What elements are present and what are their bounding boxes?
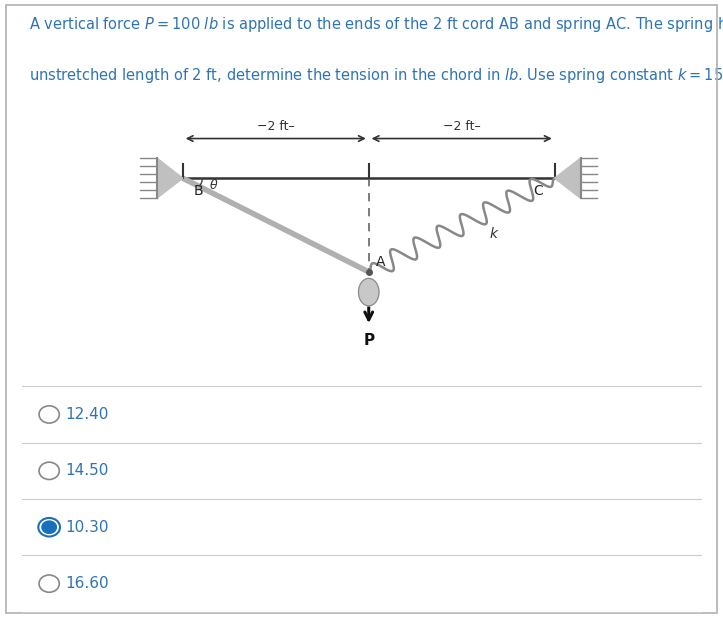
Text: unstretched length of 2 ft, determine the tension in the chord in $lb$. Use spri: unstretched length of 2 ft, determine th… <box>29 64 723 89</box>
Text: 16.60: 16.60 <box>65 576 108 591</box>
Polygon shape <box>157 158 183 198</box>
Text: A vertical force $P = 100$ $lb$ is applied to the ends of the 2 ft cord AB and s: A vertical force $P = 100$ $lb$ is appli… <box>29 15 723 35</box>
Text: −2 ft–: −2 ft– <box>257 120 295 133</box>
Text: A: A <box>376 255 385 269</box>
Text: B: B <box>194 184 204 198</box>
Text: 12.40: 12.40 <box>65 407 108 422</box>
Text: k: k <box>489 227 497 241</box>
Text: −2 ft–: −2 ft– <box>442 120 481 133</box>
Text: 14.50: 14.50 <box>65 464 108 478</box>
Text: P: P <box>363 333 375 348</box>
Text: 10.30: 10.30 <box>65 520 108 535</box>
Text: C: C <box>534 184 544 198</box>
Text: $\theta$: $\theta$ <box>209 178 218 192</box>
Polygon shape <box>555 158 581 198</box>
Ellipse shape <box>359 278 379 306</box>
